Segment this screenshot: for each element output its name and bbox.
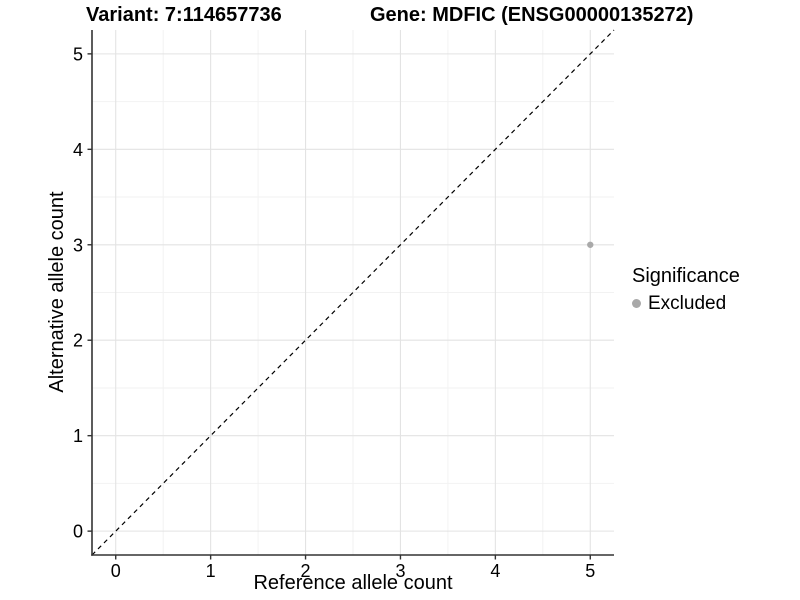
x-tick-label: 5: [585, 561, 595, 581]
x-tick-label: 0: [111, 561, 121, 581]
legend-item-excluded: Excluded: [632, 292, 740, 315]
x-tick-label: 4: [490, 561, 500, 581]
x-tick-label: 2: [301, 561, 311, 581]
y-tick-label: 0: [73, 522, 83, 542]
y-tick-label: 2: [73, 331, 83, 351]
y-axis-title: Alternative allele count: [46, 191, 68, 393]
y-tick-label: 4: [73, 140, 83, 160]
plot-title-gene: Gene: MDFIC (ENSG00000135272): [370, 4, 694, 26]
plot-title-variant: Variant: 7:114657736: [86, 4, 282, 26]
legend: Significance Excluded: [632, 264, 740, 315]
x-tick-label: 3: [395, 561, 405, 581]
identity-line: [91, 29, 615, 556]
data-point: [587, 241, 594, 248]
legend-item-label: Excluded: [648, 293, 727, 314]
legend-title: Significance: [632, 265, 740, 287]
legend-point-icon: [632, 299, 641, 308]
y-tick-label: 1: [73, 426, 83, 446]
y-tick-label: 3: [73, 235, 83, 255]
y-tick-label: 5: [73, 44, 83, 64]
x-axis-title: Reference allele count: [253, 572, 453, 594]
x-tick-label: 1: [206, 561, 216, 581]
